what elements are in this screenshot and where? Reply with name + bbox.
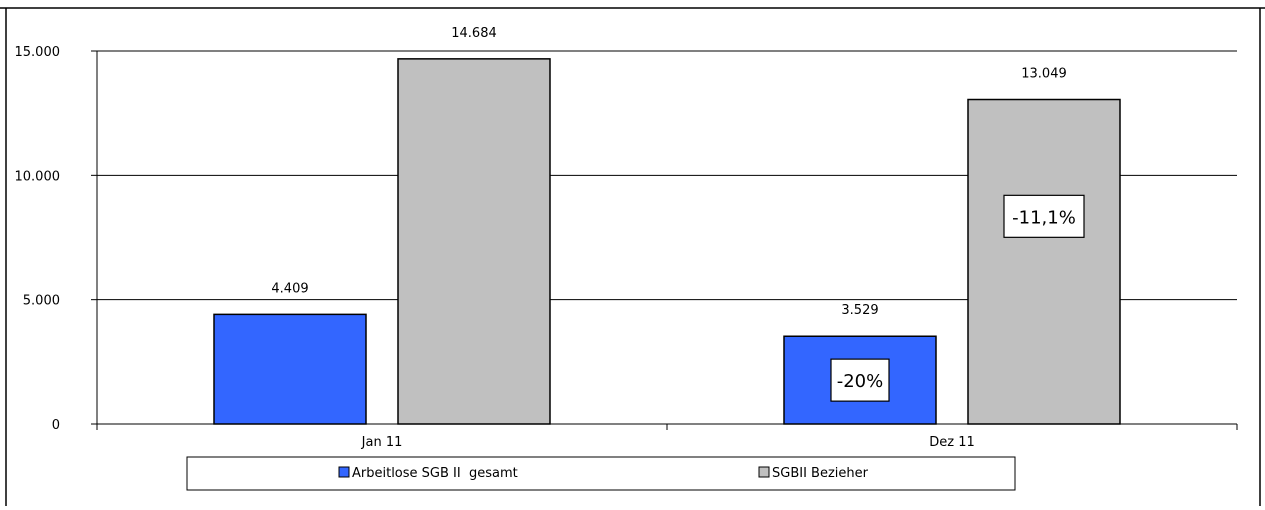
legend-label: Arbeitlose SGB II gesamt	[352, 466, 518, 481]
bars	[213, 58, 1121, 425]
y-tick-label: 15.000	[15, 45, 61, 60]
data-label: 13.049	[1021, 67, 1067, 82]
bar	[397, 58, 551, 425]
y-tick-label: 0	[52, 418, 60, 433]
annotation-box	[830, 358, 890, 402]
data-label: 14.684	[451, 26, 497, 41]
data-label: 4.409	[271, 281, 308, 296]
bar	[213, 313, 367, 425]
legend-box	[186, 456, 1016, 491]
y-tick-label: 5.000	[23, 294, 60, 309]
legend-label: SGBII Bezieher	[772, 466, 869, 481]
y-tick-label: 10.000	[15, 169, 61, 184]
x-tick-label: Dez 11	[929, 435, 975, 450]
x-tick-label: Jan 11	[361, 435, 403, 450]
legend: Arbeitlose SGB II gesamt SGBII Bezieher	[186, 456, 1016, 491]
data-labels: 4.409 3.529 14.684 13.049	[271, 26, 1066, 318]
annotation-label: -20%	[837, 371, 884, 392]
legend-swatch	[338, 466, 350, 478]
annotation-label: -11,1%	[1012, 207, 1076, 228]
bar	[967, 98, 1121, 425]
annotation-box	[1003, 194, 1085, 238]
data-label: 3.529	[841, 303, 878, 318]
annotations: -20% -11,1%	[830, 194, 1085, 402]
legend-swatch	[758, 466, 770, 478]
